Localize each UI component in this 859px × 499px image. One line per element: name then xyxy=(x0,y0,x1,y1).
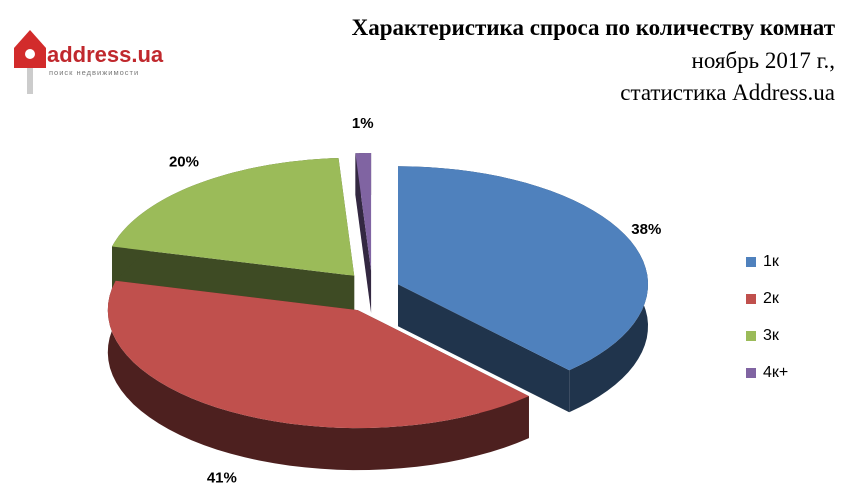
legend-swatch xyxy=(746,331,756,341)
slice xyxy=(112,158,355,276)
slice-wall xyxy=(112,246,355,318)
legend-swatch xyxy=(746,294,756,304)
chart-title: Характеристика спроса по количеству комн… xyxy=(352,15,836,40)
slice-wall xyxy=(398,284,570,413)
legend-label: 2к xyxy=(763,290,780,307)
pie: 1% 20% 38% 41% xyxy=(107,115,661,487)
logo-tagline: поиск недвижимости xyxy=(49,68,139,77)
slice xyxy=(398,166,648,371)
value-label: 1% xyxy=(352,115,374,132)
legend-label: 1к xyxy=(763,253,780,270)
value-label: 41% xyxy=(207,470,237,487)
value-label: 38% xyxy=(631,221,661,238)
chart-subtitle: статистика Address.ua xyxy=(620,80,835,105)
legend-swatch xyxy=(746,257,756,267)
slice xyxy=(355,153,372,271)
logo-name: address.ua xyxy=(47,42,164,67)
legend-label: 3к xyxy=(763,327,780,344)
legend-label: 4к+ xyxy=(763,364,788,381)
chart-subtitle: ноябрь 2017 г., xyxy=(692,48,835,73)
legend: 1к 2к 3к 4к+ xyxy=(746,253,788,381)
logo-key xyxy=(27,68,33,94)
legend-swatch xyxy=(746,368,756,378)
logo: address.ua поиск недвижимости xyxy=(14,30,164,94)
slice xyxy=(107,280,529,429)
slice-side xyxy=(107,280,529,471)
logo-hole xyxy=(25,49,35,59)
value-label: 20% xyxy=(169,154,199,171)
